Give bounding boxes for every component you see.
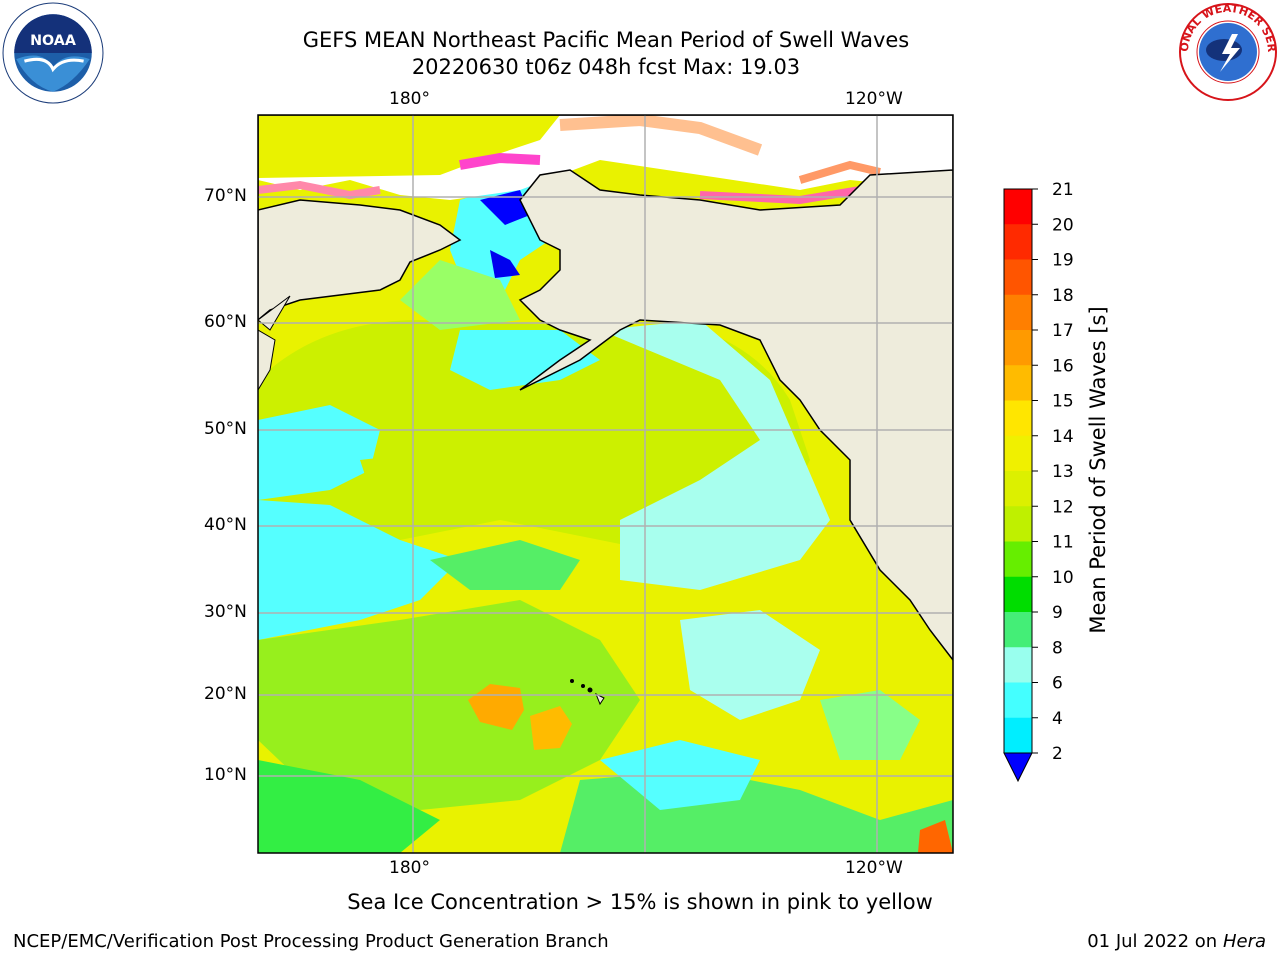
sea-ice-note: Sea Ice Concentration > 15% is shown in … bbox=[347, 890, 933, 914]
footer-date-text: 01 Jul 2022 on bbox=[1087, 931, 1223, 952]
colorbar-tick-label: 18 bbox=[1052, 286, 1074, 306]
colorbar-tick-label: 8 bbox=[1052, 638, 1063, 658]
colorbar-cell bbox=[1004, 506, 1032, 542]
colorbar-cell bbox=[1004, 259, 1032, 296]
nws-logo: NATIONAL WEATHER SERVICE bbox=[1178, 2, 1278, 101]
lat-label-30n: 30°N bbox=[204, 602, 247, 622]
lat-label-20n: 20°N bbox=[204, 684, 247, 704]
svg-text:NOAA: NOAA bbox=[30, 33, 76, 49]
hawaii-islands bbox=[570, 679, 605, 706]
colorbar-tick-label: 12 bbox=[1052, 497, 1074, 517]
footer-date: 01 Jul 2022 on Hera bbox=[1087, 931, 1266, 952]
colorbar-tick-label: 20 bbox=[1052, 215, 1074, 235]
colorbar-tick-label: 14 bbox=[1052, 427, 1074, 447]
colorbar-cell bbox=[1004, 682, 1032, 719]
colorbar-cell bbox=[1004, 541, 1032, 578]
colorbar-cell bbox=[1004, 717, 1032, 754]
colorbar-tick-label: 21 bbox=[1052, 180, 1074, 200]
colorbar-cell bbox=[1004, 224, 1032, 260]
colorbar-cell bbox=[1004, 471, 1032, 507]
map-grid bbox=[258, 115, 953, 853]
colorbar-cell bbox=[1004, 365, 1032, 401]
colorbar-cell bbox=[1004, 189, 1032, 225]
lat-label-60n: 60°N bbox=[204, 312, 247, 332]
colorbar-tick-label: 11 bbox=[1052, 533, 1074, 553]
colorbar-cell bbox=[1004, 330, 1032, 366]
colorbar-tick-label: 16 bbox=[1052, 356, 1074, 376]
colorbar-tick-label: 6 bbox=[1052, 674, 1063, 694]
lat-label-50n: 50°N bbox=[204, 419, 247, 439]
colorbar-cell bbox=[1004, 612, 1032, 648]
map-frame bbox=[257, 114, 954, 854]
map-field bbox=[258, 115, 953, 853]
colorbar-label: Mean Period of Swell Waves [s] bbox=[1086, 306, 1110, 634]
lat-label-70n: 70°N bbox=[204, 186, 247, 206]
lon-label-bottom-120w: 120°W bbox=[845, 858, 903, 878]
noaa-logo: NOAA bbox=[2, 2, 104, 104]
colorbar-cell bbox=[1004, 647, 1032, 683]
chart-title: GEFS MEAN Northeast Pacific Mean Period … bbox=[302, 28, 910, 52]
colorbar-tick-label: 4 bbox=[1052, 709, 1063, 729]
colorbar-tick-label: 17 bbox=[1052, 321, 1074, 341]
colorbar-tick-label: 10 bbox=[1052, 568, 1074, 588]
footer-credit: NCEP/EMC/Verification Post Processing Pr… bbox=[13, 931, 609, 952]
lat-label-40n: 40°N bbox=[204, 515, 247, 535]
colorbar-tick-label: 2 bbox=[1052, 744, 1063, 764]
colorbar-under-arrow bbox=[1003, 752, 1033, 783]
colorbar-tick-label: 9 bbox=[1052, 603, 1063, 623]
colorbar-tick-label: 19 bbox=[1052, 251, 1074, 271]
lon-label-top-180: 180° bbox=[389, 89, 430, 109]
colorbar-cell bbox=[1004, 400, 1032, 437]
chart-subtitle: 20220630 t06z 048h fcst Max: 19.03 bbox=[411, 55, 801, 79]
lon-label-bottom-180: 180° bbox=[389, 858, 430, 878]
colorbar-cell bbox=[1004, 294, 1032, 331]
colorbar-tick-label: 15 bbox=[1052, 392, 1074, 412]
colorbar-cell bbox=[1004, 576, 1032, 613]
lat-label-10n: 10°N bbox=[204, 765, 247, 785]
colorbar-tick-label: 13 bbox=[1052, 462, 1074, 482]
lon-label-top-120w: 120°W bbox=[845, 89, 903, 109]
footer-host: Hera bbox=[1222, 931, 1266, 952]
colorbar-cell bbox=[1004, 435, 1032, 472]
